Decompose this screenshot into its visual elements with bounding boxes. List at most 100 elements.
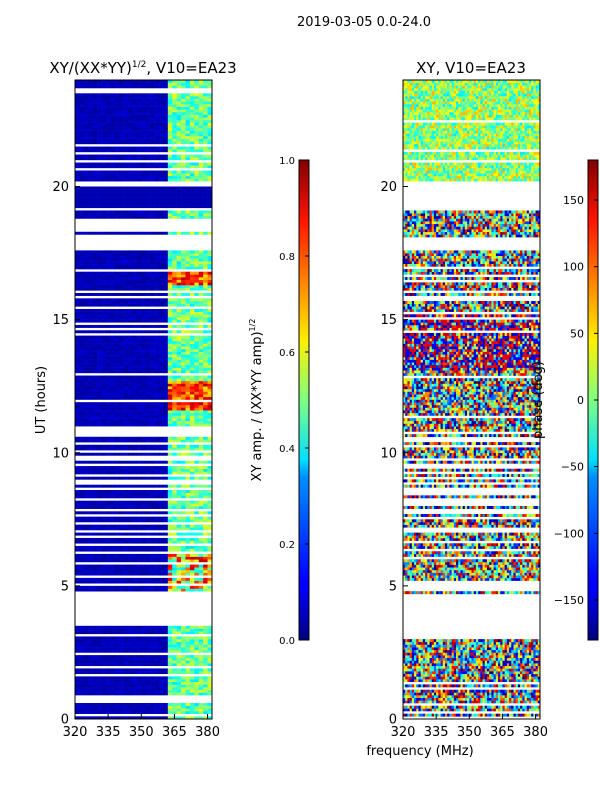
amplitude-cell xyxy=(132,308,138,312)
amplitude-cell xyxy=(189,511,195,515)
amplitude-cell xyxy=(181,516,186,520)
amplitude-cell xyxy=(141,330,147,334)
amplitude-cell xyxy=(132,127,138,131)
amplitude-cell xyxy=(145,356,151,360)
amplitude-cell xyxy=(128,298,133,302)
amplitude-cell xyxy=(97,396,102,400)
amplitude-cell xyxy=(123,98,129,102)
amplitude-cell xyxy=(141,175,147,179)
amplitude-cell xyxy=(207,532,212,536)
amplitude-cell xyxy=(207,367,212,371)
amplitude-cell xyxy=(132,500,138,504)
amplitude-cell xyxy=(176,705,182,709)
amplitude-cell xyxy=(176,644,182,648)
amplitude-cell xyxy=(167,628,173,632)
amplitude-cell xyxy=(181,356,186,360)
amplitude-cell xyxy=(158,679,164,683)
amplitude-cell xyxy=(154,173,160,177)
amplitude-cell xyxy=(163,391,169,395)
amplitude-cell xyxy=(88,524,93,528)
amplitude-cell xyxy=(83,271,89,275)
amplitude-cell xyxy=(203,146,208,150)
amplitude-cell xyxy=(88,644,93,648)
amplitude-cell xyxy=(92,647,98,651)
amplitude-cell xyxy=(92,444,98,448)
amplitude-cell xyxy=(203,708,208,712)
amplitude-cell xyxy=(110,410,116,414)
amplitude-cell xyxy=(163,495,169,499)
amplitude-cell xyxy=(119,271,124,275)
amplitude-cell xyxy=(203,418,208,422)
amplitude-cell xyxy=(136,631,142,635)
amplitude-cell xyxy=(163,330,169,334)
amplitude-cell xyxy=(163,378,169,382)
amplitude-cell xyxy=(79,519,85,523)
amplitude-cell xyxy=(194,285,200,288)
amplitude-cell xyxy=(154,364,160,368)
amplitude-cell xyxy=(128,189,133,193)
amplitude-cell xyxy=(136,636,142,640)
amplitude-cell xyxy=(92,402,98,406)
amplitude-cell xyxy=(97,370,102,374)
amplitude-cell xyxy=(198,388,204,392)
amplitude-cell xyxy=(207,641,212,645)
amplitude-cell xyxy=(198,527,204,531)
amplitude-cell xyxy=(128,253,133,257)
amplitude-cell xyxy=(203,564,208,568)
amplitude-cell xyxy=(83,175,89,179)
amplitude-cell xyxy=(75,641,80,645)
amplitude-cell xyxy=(167,471,173,475)
amplitude-cell xyxy=(167,215,173,219)
amplitude-cell xyxy=(114,375,120,379)
amplitude-cell xyxy=(181,146,186,150)
amplitude-cell xyxy=(119,338,124,342)
amplitude-cell xyxy=(136,338,142,342)
amplitude-cell xyxy=(163,186,169,190)
amplitude-cell xyxy=(176,527,182,531)
amplitude-cell xyxy=(105,506,111,509)
amplitude-cell xyxy=(110,205,116,209)
amplitude-cell xyxy=(88,655,93,659)
amplitude-cell xyxy=(79,711,85,714)
amplitude-cell xyxy=(141,255,147,259)
amplitude-cell xyxy=(158,444,164,448)
amplitude-cell xyxy=(150,340,155,344)
amplitude-cell xyxy=(114,165,120,169)
amplitude-cell xyxy=(119,471,124,475)
amplitude-cell xyxy=(207,492,212,496)
amplitude-cell xyxy=(207,378,212,382)
amplitude-cell xyxy=(75,577,80,581)
amplitude-cell xyxy=(150,684,155,688)
amplitude-cell xyxy=(203,532,208,536)
amplitude-cell xyxy=(189,631,195,635)
amplitude-cell xyxy=(136,114,142,118)
amplitude-cell xyxy=(88,420,93,424)
amplitude-cell xyxy=(172,231,177,235)
amplitude-cell xyxy=(207,277,212,280)
amplitude-cell xyxy=(198,660,204,664)
amplitude-cell xyxy=(114,359,120,363)
amplitude-cell xyxy=(203,362,208,366)
amplitude-cell xyxy=(194,625,200,629)
amplitude-cell xyxy=(181,375,186,379)
amplitude-cell xyxy=(207,500,212,504)
amplitude-cell xyxy=(189,649,195,653)
amplitude-cell xyxy=(189,340,195,344)
amplitude-cell xyxy=(136,476,142,480)
amplitude-cell xyxy=(79,367,85,371)
amplitude-cell xyxy=(181,170,186,174)
amplitude-cell xyxy=(88,250,93,254)
amplitude-cell xyxy=(189,671,195,675)
amplitude-cell xyxy=(79,556,85,560)
amplitude-cell xyxy=(110,343,116,347)
amplitude-cell xyxy=(75,149,80,153)
amplitude-cell xyxy=(194,149,200,153)
amplitude-cell xyxy=(163,500,169,504)
amplitude-cell xyxy=(114,279,120,283)
amplitude-cell xyxy=(132,340,138,344)
amplitude-cell xyxy=(185,261,191,265)
amplitude-cell xyxy=(207,125,212,129)
amplitude-cell xyxy=(172,255,177,259)
amplitude-cell xyxy=(123,135,129,139)
amplitude-cell xyxy=(114,460,120,464)
